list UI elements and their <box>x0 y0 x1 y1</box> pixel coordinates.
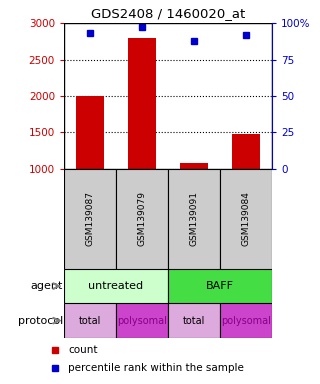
Bar <box>116 169 168 269</box>
Bar <box>220 169 272 269</box>
Bar <box>232 134 260 169</box>
Bar <box>220 303 272 338</box>
Text: polysomal: polysomal <box>221 316 271 326</box>
Text: GSM139084: GSM139084 <box>242 192 251 246</box>
Text: total: total <box>79 316 101 326</box>
Bar <box>128 38 156 169</box>
Text: untreated: untreated <box>88 281 144 291</box>
Text: protocol: protocol <box>18 316 63 326</box>
Bar <box>168 269 272 303</box>
Text: total: total <box>183 316 205 326</box>
Bar <box>180 163 208 169</box>
Text: polysomal: polysomal <box>117 316 167 326</box>
Text: percentile rank within the sample: percentile rank within the sample <box>68 363 244 373</box>
Bar <box>168 303 220 338</box>
Title: GDS2408 / 1460020_at: GDS2408 / 1460020_at <box>91 7 245 20</box>
Text: agent: agent <box>31 281 63 291</box>
Bar <box>64 269 168 303</box>
Text: GSM139091: GSM139091 <box>189 191 198 247</box>
Text: GSM139087: GSM139087 <box>85 191 94 247</box>
Bar <box>76 96 104 169</box>
Bar <box>116 303 168 338</box>
Bar <box>64 169 116 269</box>
Bar <box>168 169 220 269</box>
Text: GSM139079: GSM139079 <box>138 191 147 247</box>
Text: count: count <box>68 345 98 355</box>
Text: BAFF: BAFF <box>206 281 234 291</box>
Bar <box>64 303 116 338</box>
